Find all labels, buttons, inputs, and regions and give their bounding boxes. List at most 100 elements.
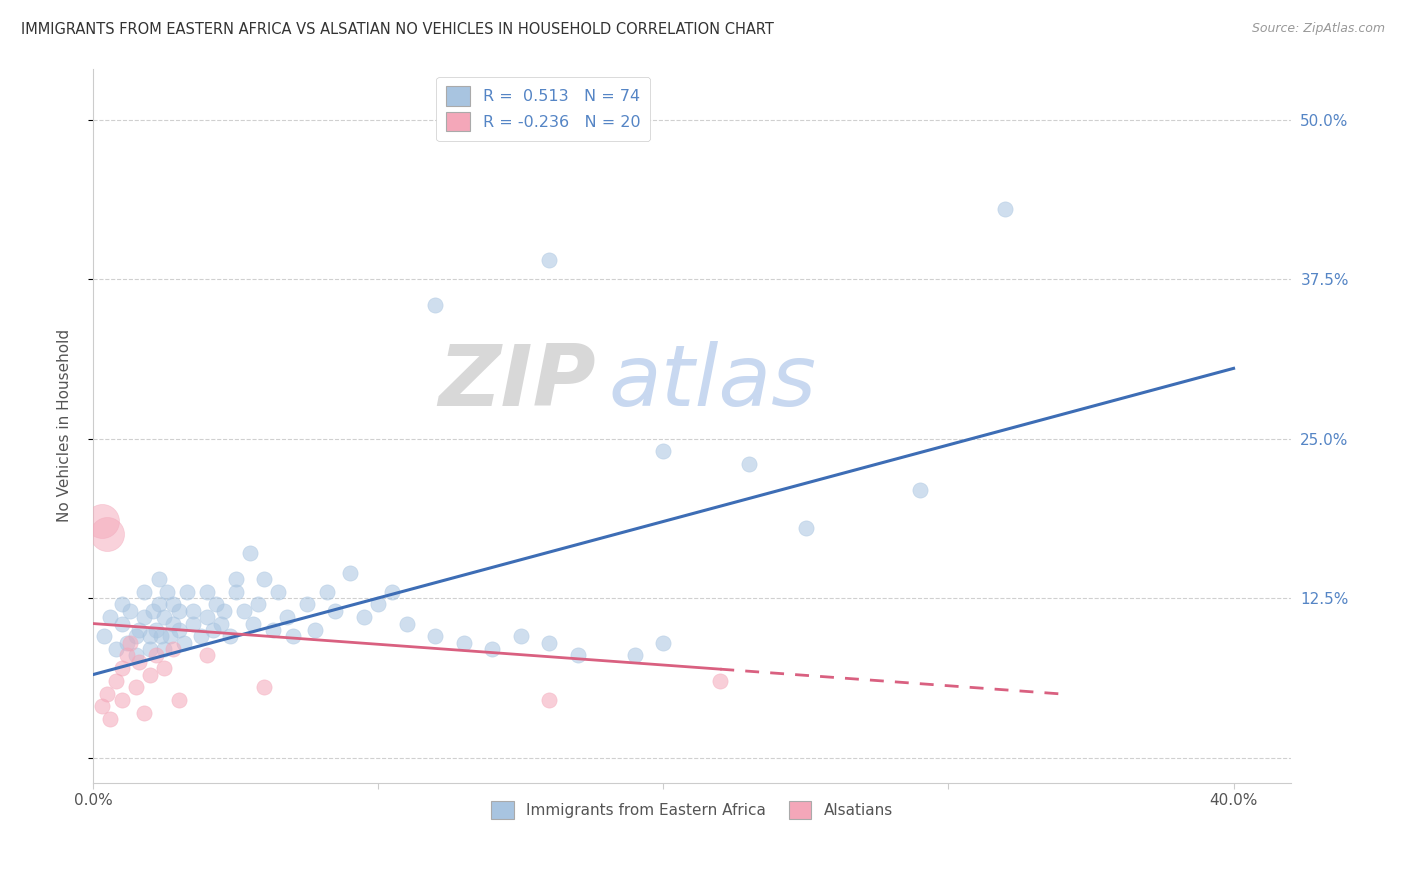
Point [156, 584, 179, 599]
Point [325, 604, 347, 618]
Point [128, 623, 150, 637]
Point [267, 584, 290, 599]
Point [538, 693, 561, 707]
Point [181, 604, 204, 618]
Point [115, 648, 138, 663]
Point [96, 527, 118, 541]
Point [153, 642, 176, 657]
Point [204, 598, 226, 612]
Point [253, 681, 276, 695]
Point [90, 515, 112, 529]
Point [104, 642, 127, 657]
Point [173, 636, 195, 650]
Point [125, 681, 148, 695]
Point [395, 616, 418, 631]
Text: atlas: atlas [607, 342, 815, 425]
Point [738, 457, 761, 471]
Point [315, 584, 337, 599]
Point [567, 648, 589, 663]
Point [295, 598, 318, 612]
Point [93, 629, 115, 643]
Point [367, 598, 389, 612]
Point [195, 648, 218, 663]
Point [225, 572, 247, 586]
Point [120, 636, 142, 650]
Point [218, 629, 240, 643]
Point [125, 648, 148, 663]
Point [481, 642, 503, 657]
Point [195, 610, 218, 624]
Point [120, 604, 142, 618]
Point [96, 687, 118, 701]
Point [148, 598, 170, 612]
Point [453, 636, 475, 650]
Text: Source: ZipAtlas.com: Source: ZipAtlas.com [1251, 22, 1385, 36]
Point [167, 604, 190, 618]
Point [381, 584, 404, 599]
Point [709, 673, 731, 688]
Point [262, 623, 284, 637]
Point [110, 598, 132, 612]
Point [339, 566, 361, 580]
Point [425, 629, 447, 643]
Point [247, 598, 270, 612]
Point [162, 598, 184, 612]
Legend: Immigrants from Eastern Africa, Alsatians: Immigrants from Eastern Africa, Alsatian… [485, 795, 898, 825]
Point [176, 584, 198, 599]
Point [134, 584, 156, 599]
Point [538, 252, 561, 267]
Point [110, 616, 132, 631]
Point [142, 604, 165, 618]
Point [908, 483, 931, 497]
Point [225, 584, 247, 599]
Point [652, 444, 675, 458]
Point [134, 706, 156, 720]
Point [128, 655, 150, 669]
Point [145, 648, 167, 663]
Point [212, 604, 235, 618]
Point [652, 636, 675, 650]
Point [538, 636, 561, 650]
Point [134, 610, 156, 624]
Point [253, 572, 276, 586]
Point [145, 623, 167, 637]
Point [276, 610, 298, 624]
Point [90, 699, 112, 714]
Y-axis label: No Vehicles in Household: No Vehicles in Household [58, 329, 72, 523]
Point [304, 623, 326, 637]
Point [623, 648, 645, 663]
Point [181, 616, 204, 631]
Point [162, 642, 184, 657]
Point [153, 661, 176, 675]
Point [162, 616, 184, 631]
Point [281, 629, 304, 643]
Point [139, 667, 162, 681]
Point [425, 297, 447, 311]
Point [139, 642, 162, 657]
Point [201, 623, 224, 637]
Point [190, 629, 212, 643]
Point [167, 623, 190, 637]
Point [139, 629, 162, 643]
Point [98, 610, 121, 624]
Point [159, 629, 181, 643]
Point [167, 693, 190, 707]
Point [98, 712, 121, 726]
Point [242, 616, 264, 631]
Point [353, 610, 375, 624]
Point [115, 636, 138, 650]
Point [994, 202, 1017, 216]
Point [509, 629, 531, 643]
Point [195, 584, 218, 599]
Point [153, 610, 176, 624]
Point [125, 629, 148, 643]
Point [110, 693, 132, 707]
Text: ZIP: ZIP [439, 342, 596, 425]
Point [239, 546, 262, 560]
Point [209, 616, 232, 631]
Point [150, 629, 173, 643]
Point [110, 661, 132, 675]
Point [148, 572, 170, 586]
Point [104, 673, 127, 688]
Text: IMMIGRANTS FROM EASTERN AFRICA VS ALSATIAN NO VEHICLES IN HOUSEHOLD CORRELATION : IMMIGRANTS FROM EASTERN AFRICA VS ALSATI… [21, 22, 773, 37]
